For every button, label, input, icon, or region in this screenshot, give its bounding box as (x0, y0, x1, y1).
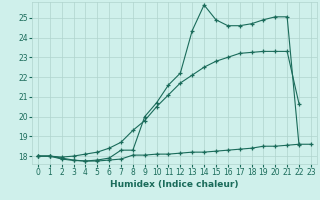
X-axis label: Humidex (Indice chaleur): Humidex (Indice chaleur) (110, 180, 239, 189)
